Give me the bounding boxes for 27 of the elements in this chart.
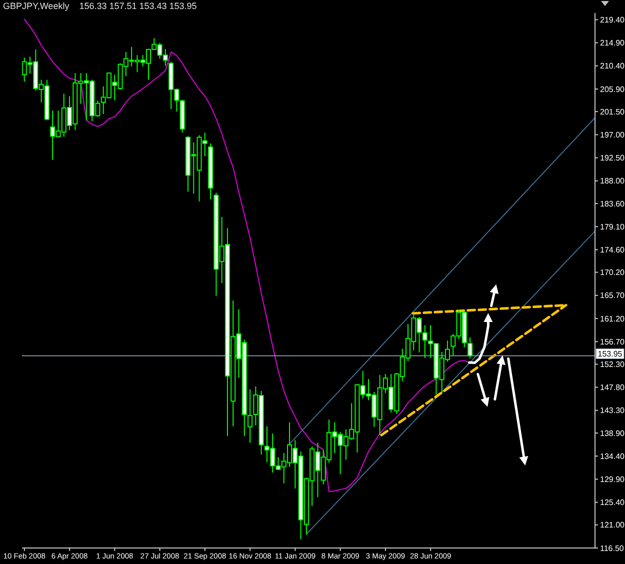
- y-tick-label: 214.90: [600, 38, 625, 48]
- y-tick-label: 147.80: [600, 383, 625, 392]
- y-tick-label: 129.90: [600, 475, 625, 484]
- y-tick-label: 219.40: [600, 16, 625, 25]
- y-tick-label: 116.50: [600, 544, 624, 553]
- ref-line-label: 153.95: [598, 350, 623, 359]
- y-tick-label: 188.00: [600, 176, 625, 186]
- y-tick-label: 192.50: [600, 154, 625, 163]
- y-tick-label: 125.40: [600, 498, 625, 508]
- y-tick-label: 205.90: [600, 84, 625, 94]
- y-tick-label: 138.90: [600, 428, 625, 438]
- y-tick-label: 121.00: [600, 520, 625, 530]
- y-tick-label: 170.20: [600, 268, 625, 278]
- y-tick-label: 134.40: [600, 452, 625, 461]
- chart-subtitle: 156.33 157.51 153.43 153.95: [79, 1, 197, 12]
- y-tick-label: 183.60: [600, 199, 625, 208]
- chart-title: GBPJPY,Weekly: [3, 1, 70, 12]
- y-tick-label: 201.50: [600, 107, 625, 116]
- y-tick-label: 143.30: [600, 406, 625, 416]
- y-tick-label: 165.70: [600, 291, 625, 300]
- y-tick-label: 161.20: [600, 314, 625, 324]
- y-tick-label: 179.10: [600, 222, 625, 232]
- y-tick-label: 152.30: [600, 360, 625, 370]
- y-tick-label: 197.00: [600, 130, 625, 140]
- y-tick-label: 156.70: [600, 337, 625, 346]
- y-tick-label: 210.40: [600, 62, 625, 71]
- y-tick-label: 174.60: [600, 246, 625, 255]
